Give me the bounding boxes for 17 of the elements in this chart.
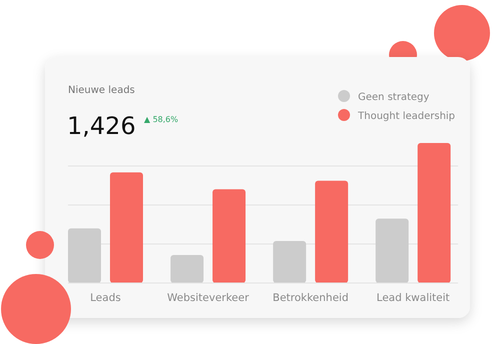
bar [110,172,143,283]
text: 1,426 [67,112,136,140]
x-tick-label: Websiteverkeer [167,292,250,304]
bar [376,218,409,283]
bar [212,189,246,283]
x-tick-label: Betrokkenheid [272,292,349,304]
chart-title: Nieuwe leads [68,85,135,96]
bar [273,241,306,283]
bar [315,180,348,283]
legend-label: Geen strategy [358,92,430,103]
legend-label: Thought leadership [357,111,456,122]
x-tick-label: Leads [90,292,121,304]
x-tick-label: Lead kwaliteit [376,292,450,304]
text: ▲ 58,6% [144,115,179,124]
bar [170,255,204,283]
bar [68,228,101,283]
bar [418,143,451,283]
